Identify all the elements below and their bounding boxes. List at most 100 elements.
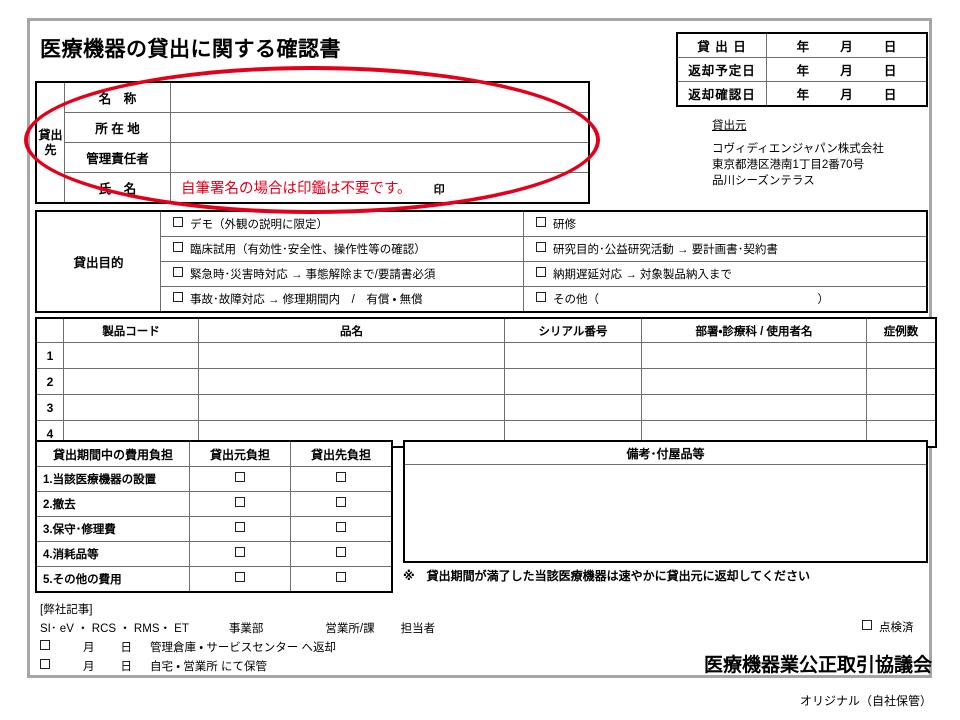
cost-lender-cell[interactable] bbox=[189, 466, 291, 492]
purpose-option-demo[interactable]: デモ（外観の説明に限定） bbox=[160, 210, 524, 237]
borrower-address-input[interactable] bbox=[170, 112, 590, 143]
cost-lender-cell[interactable] bbox=[189, 541, 291, 567]
checkbox-icon[interactable] bbox=[862, 620, 872, 630]
cell-dept[interactable] bbox=[641, 394, 867, 421]
purpose-option-label: 臨床試用（有効性･安全性、操作性等の確認） bbox=[190, 244, 426, 256]
checkbox-icon[interactable] bbox=[173, 292, 183, 302]
cost-lender-cell[interactable] bbox=[189, 491, 291, 517]
lender-info: 貸出元 コヴィディエンジャパン株式会社 東京都港区港南1丁目2番70号 品川シー… bbox=[712, 118, 937, 189]
remarks-header: 備考･付屋品等 bbox=[403, 440, 928, 465]
checkbox-icon[interactable] bbox=[536, 292, 546, 302]
cell-product-name[interactable] bbox=[198, 394, 505, 421]
checkbox-icon[interactable] bbox=[536, 217, 546, 227]
table-row bbox=[403, 464, 928, 563]
memo-title: [弊社記事] bbox=[40, 604, 93, 616]
cost-borrower-cell[interactable] bbox=[290, 466, 393, 492]
cell-product-name[interactable] bbox=[198, 368, 505, 395]
purpose-option-delivery-delay[interactable]: 納期遅延対応 → 対象製品納入まで bbox=[523, 261, 928, 287]
checkbox-icon[interactable] bbox=[235, 522, 245, 532]
cell-product-name[interactable] bbox=[198, 342, 505, 369]
date-row-value[interactable]: 年 月 日 bbox=[766, 81, 928, 107]
cell-cases[interactable] bbox=[866, 342, 937, 369]
day-label: 日 bbox=[883, 88, 897, 102]
table-row: 管理責任者 bbox=[36, 142, 590, 173]
table-header-row: 備考･付屋品等 bbox=[403, 440, 928, 465]
table-row: 臨床試用（有効性･安全性、操作性等の確認） 研究目的･公益研究活動 → 要計画書… bbox=[36, 236, 928, 262]
column-header-borrower-pays: 貸出先負担 bbox=[290, 440, 393, 467]
purpose-option-training[interactable]: 研修 bbox=[523, 210, 928, 237]
borrower-manager-input[interactable] bbox=[170, 142, 590, 173]
checkbox-icon[interactable] bbox=[40, 659, 50, 669]
column-header-cases: 症例数 bbox=[866, 317, 937, 343]
cell-dept[interactable] bbox=[641, 342, 867, 369]
borrower-section: 貸出先 名 称 所 在 地 管理責任者 氏 名 自筆署名の場合は印鑑は不要です。… bbox=[35, 81, 590, 204]
cell-product-code[interactable] bbox=[63, 394, 199, 421]
borrower-field-label: 氏 名 bbox=[64, 172, 171, 204]
cost-borrower-cell[interactable] bbox=[290, 541, 393, 567]
cost-item-label: 2.撤去 bbox=[35, 491, 190, 517]
table-row: 貸出目的 デモ（外観の説明に限定） 研修 bbox=[35, 210, 928, 313]
purpose-option-research[interactable]: 研究目的･公益研究活動 → 要計画書･契約書 bbox=[523, 236, 928, 262]
cost-borrower-cell[interactable] bbox=[290, 491, 393, 517]
checkbox-icon[interactable] bbox=[336, 572, 346, 582]
checkbox-icon[interactable] bbox=[235, 547, 245, 557]
memo-storage-row[interactable]: 月 日 自宅 ・ 営業所 にて保管 bbox=[40, 658, 435, 677]
borrower-name-input[interactable] bbox=[170, 81, 590, 113]
borrower-field-label: 所 在 地 bbox=[64, 112, 171, 143]
checkbox-icon[interactable] bbox=[336, 522, 346, 532]
original-copy-label: オリジナル（自社保管） bbox=[800, 694, 933, 708]
internal-memo-section: [弊社記事] SI･ eV ・ RCS ・ RMS・ ET 事業部 営業所/課 担当者… bbox=[40, 601, 435, 677]
cell-serial[interactable] bbox=[504, 342, 642, 369]
remarks-input[interactable] bbox=[403, 464, 928, 563]
table-row: 1 bbox=[35, 342, 937, 369]
checkbox-icon[interactable] bbox=[235, 572, 245, 582]
checkbox-icon[interactable] bbox=[536, 242, 546, 252]
signature-red-note: 自筆署名の場合は印鑑は不要です。 bbox=[181, 181, 412, 197]
column-header-lender-pays: 貸出元負担 bbox=[189, 440, 291, 467]
cell-dept[interactable] bbox=[641, 368, 867, 395]
date-row-value[interactable]: 年 月 日 bbox=[766, 32, 928, 58]
borrower-side-label: 貸出先 bbox=[35, 81, 65, 204]
product-table: 製品コード 品名 シリアル番号 部署・診療科 / 使用者名 症例数 1 bbox=[35, 317, 937, 448]
year-label: 年 bbox=[796, 64, 810, 78]
lender-company: コヴィディエンジャパン株式会社 bbox=[712, 143, 884, 155]
cell-cases[interactable] bbox=[866, 368, 937, 395]
cost-item-label: 1.当該医療機器の設置 bbox=[35, 466, 190, 492]
checkbox-icon[interactable] bbox=[336, 472, 346, 482]
memo-return-row[interactable]: 月 日 管理倉庫 ・ サービスセンター へ返却 bbox=[40, 639, 435, 658]
cost-lender-cell[interactable] bbox=[189, 566, 291, 593]
checkbox-icon[interactable] bbox=[235, 497, 245, 507]
column-header-no bbox=[35, 317, 64, 343]
checkbox-icon[interactable] bbox=[235, 472, 245, 482]
purpose-option-accident-repair[interactable]: 事故･故障対応 → 修理期間内 / 有償 ・ 無償 bbox=[160, 286, 524, 313]
column-header-serial: シリアル番号 bbox=[504, 317, 642, 343]
cell-product-code[interactable] bbox=[63, 368, 199, 395]
cost-borrower-cell[interactable] bbox=[290, 566, 393, 593]
cell-product-code[interactable] bbox=[63, 342, 199, 369]
table-row: 貸 出 日 年 月 日 bbox=[676, 32, 928, 58]
checkbox-icon[interactable] bbox=[336, 547, 346, 557]
cost-lender-cell[interactable] bbox=[189, 516, 291, 542]
checkbox-icon[interactable] bbox=[336, 497, 346, 507]
row-number: 2 bbox=[35, 368, 64, 395]
inspected-checkbox-row[interactable]: 点検済 bbox=[862, 619, 914, 635]
cell-cases[interactable] bbox=[866, 394, 937, 421]
cell-serial[interactable] bbox=[504, 394, 642, 421]
cost-item-label: 4.消耗品等 bbox=[35, 541, 190, 567]
checkbox-icon[interactable] bbox=[173, 242, 183, 252]
day-label: 日 bbox=[883, 64, 897, 78]
date-row-label: 返却確認日 bbox=[676, 81, 767, 107]
table-header-row: 製品コード 品名 シリアル番号 部署・診療科 / 使用者名 症例数 bbox=[35, 317, 937, 343]
borrower-signature-input[interactable]: 自筆署名の場合は印鑑は不要です。 印 bbox=[170, 172, 590, 204]
date-row-value[interactable]: 年 月 日 bbox=[766, 57, 928, 82]
checkbox-icon[interactable] bbox=[173, 267, 183, 277]
purpose-option-other[interactable]: その他（ ） bbox=[523, 286, 928, 313]
cost-borrower-cell[interactable] bbox=[290, 516, 393, 542]
purpose-option-clinical-trial[interactable]: 臨床試用（有効性･安全性、操作性等の確認） bbox=[160, 236, 524, 262]
cell-serial[interactable] bbox=[504, 368, 642, 395]
purpose-option-emergency[interactable]: 緊急時･災害時対応 → 事態解除まで/要請書必須 bbox=[160, 261, 524, 287]
checkbox-icon[interactable] bbox=[536, 267, 546, 277]
checkbox-icon[interactable] bbox=[40, 640, 50, 650]
checkbox-icon[interactable] bbox=[173, 217, 183, 227]
month-label: 月 bbox=[840, 64, 853, 78]
